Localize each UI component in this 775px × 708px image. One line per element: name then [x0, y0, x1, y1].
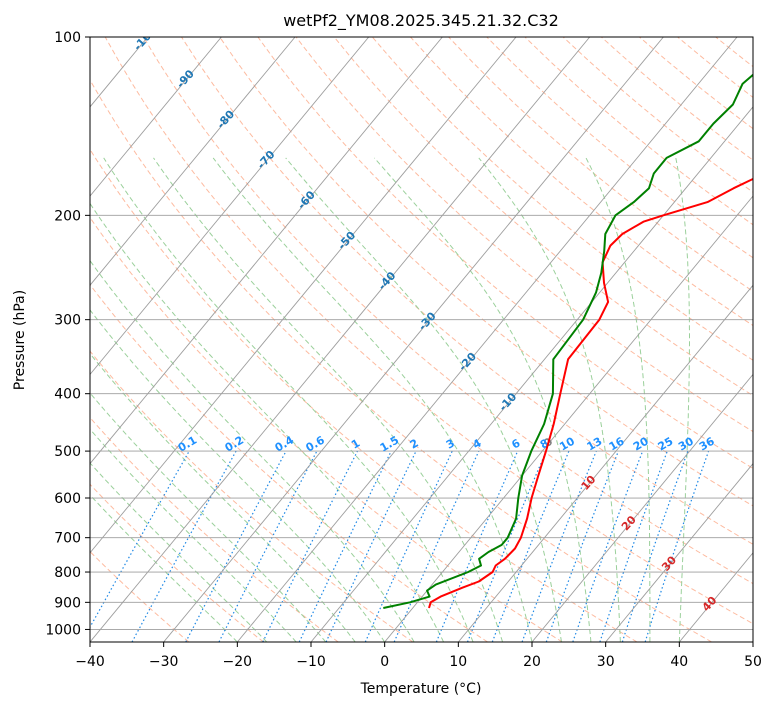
- mixing-ratio-line: [262, 450, 359, 642]
- dry-adiabat: [90, 148, 638, 642]
- x-axis-ticks: −40 −30 −20 −10 0 10 20 30 40 50: [75, 642, 762, 670]
- x-tick-label: −20: [223, 654, 253, 670]
- moist-adiabat: [212, 157, 533, 642]
- isotherm-line: [163, 37, 664, 642]
- dry-adiabat: [371, 37, 753, 361]
- moist-adiabat: [373, 157, 592, 642]
- dry-adiabat: [295, 37, 753, 433]
- x-tick-label: 50: [744, 654, 762, 670]
- isotherm-line: [605, 462, 753, 642]
- y-tick-label: 100: [54, 30, 81, 46]
- temperature-profile-line: [428, 177, 753, 609]
- isotherm-line: [90, 37, 296, 286]
- mixing-ratio-line: [545, 450, 619, 642]
- pressure-gridlines: [90, 37, 753, 630]
- dry-adiabat: [257, 37, 753, 469]
- x-tick-label: 30: [597, 654, 615, 670]
- isotherm-line: [457, 284, 753, 642]
- isotherm-line: [236, 37, 738, 642]
- moist-adiabats: [90, 157, 690, 642]
- moist-adiabat: [153, 157, 503, 642]
- mixing-ratio-line: [90, 450, 190, 629]
- mixing-ratio-line: [521, 450, 597, 642]
- moist-adiabat: [90, 259, 415, 642]
- y-tick-label: 500: [54, 444, 81, 460]
- y-axis-ticks: 100 200 300 400 500 600 700 800 900 1000: [45, 30, 90, 638]
- moist-adiabat: [90, 309, 386, 642]
- mixing-ratio-lines: [90, 450, 710, 642]
- isotherm-line: [384, 195, 753, 642]
- y-tick-label: 600: [54, 491, 81, 507]
- moist-adiabat: [90, 494, 238, 642]
- mixing-ratio-line: [393, 450, 480, 642]
- moist-adiabat: [90, 462, 268, 642]
- moist-adiabat: [90, 202, 445, 642]
- moist-adiabat: [675, 157, 690, 642]
- dry-adiabat: [90, 283, 488, 642]
- mixing-ratio-line: [435, 450, 519, 642]
- dry-adiabat: [142, 37, 753, 585]
- profile-series: [383, 73, 753, 609]
- dry-adiabat: [219, 37, 753, 507]
- x-tick-label: −10: [296, 654, 326, 670]
- mixing-ratio-line: [491, 450, 570, 642]
- dry-adiabat: [410, 37, 753, 327]
- x-axis-label: Temperature (°C): [360, 681, 482, 697]
- moist-adiabat: [90, 392, 327, 642]
- dewpoint-profile-line: [383, 73, 753, 609]
- plot-frame: [89, 36, 754, 643]
- y-tick-label: 200: [54, 208, 81, 224]
- isotherm-line: [90, 37, 591, 642]
- mixing-ratio-line: [185, 450, 287, 642]
- dry-adiabat: [90, 483, 264, 642]
- moist-adiabat: [585, 157, 651, 642]
- isotherms: [90, 37, 753, 642]
- y-tick-label: 800: [54, 565, 81, 581]
- isotherm-line: [90, 37, 443, 465]
- chart-title: wetPf2_YM08.2025.345.21.32.C32: [283, 11, 559, 31]
- y-axis-label: Pressure (hPa): [12, 290, 28, 390]
- x-tick-label: 40: [670, 654, 688, 670]
- mixing-ratio-line: [644, 450, 710, 642]
- x-tick-label: 0: [380, 654, 389, 670]
- y-tick-label: 300: [54, 313, 81, 329]
- dry-adiabat: [104, 37, 753, 625]
- dry-adiabat: [90, 216, 563, 642]
- y-tick-label: 700: [54, 531, 81, 547]
- isotherm-line: [310, 106, 753, 642]
- y-tick-label: 1000: [45, 622, 81, 638]
- x-tick-label: −40: [75, 654, 105, 670]
- x-tick-label: 20: [523, 654, 541, 670]
- y-tick-label: 400: [54, 387, 81, 403]
- isotherm-line: [90, 37, 370, 376]
- isotherm-line: [90, 37, 517, 554]
- moist-adiabat: [285, 157, 562, 642]
- isotherm-line: [90, 37, 222, 197]
- dry-adiabat: [90, 78, 712, 642]
- mixing-ratio-labels: 0.1 0.2 0.4 0.6 1 1.5 2 3 4 6 8 10 13 16 20 25 30 36: [176, 433, 717, 454]
- mixing-ratio-line: [599, 450, 668, 642]
- mixing-ratio-line: [131, 450, 237, 642]
- x-tick-label: −30: [149, 654, 179, 670]
- x-tick-label: 10: [449, 654, 467, 670]
- isotherm-line: [531, 373, 753, 642]
- mixing-ratio-line: [621, 450, 689, 642]
- moist-adiabat: [90, 352, 356, 642]
- plot-area: -100-90-80-70-60-50-40-30-20-10010203040…: [90, 37, 753, 642]
- mixing-ratio-line: [572, 450, 644, 642]
- y-tick-label: 900: [54, 595, 81, 611]
